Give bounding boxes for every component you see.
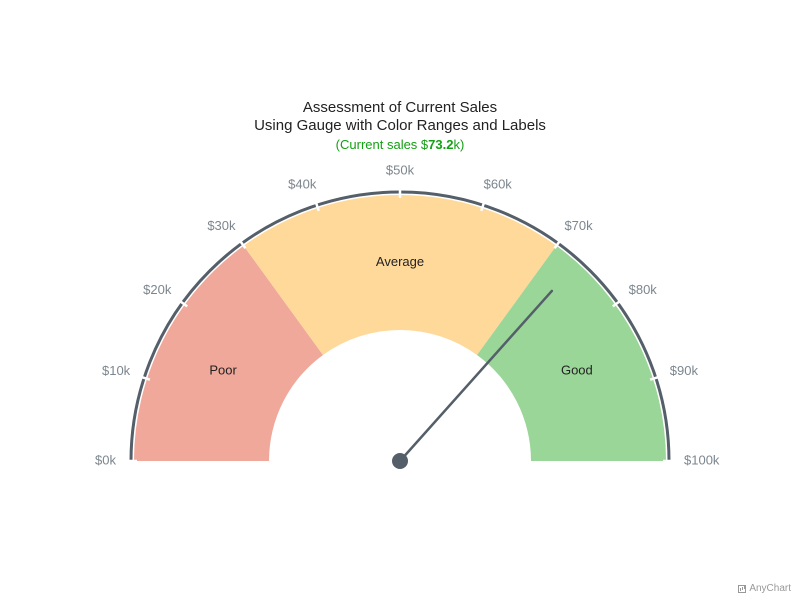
range-band-average [243,194,557,356]
gauge-tick-label-90: $90k [670,363,699,378]
current-sales-label: (Current sales $73.2k) [0,136,800,153]
gauge-tick-label-50: $50k [386,162,415,177]
credit-text: AnyChart [749,583,791,594]
gauge-tick-label-20: $20k [143,282,172,297]
current-sales-value: 73.2 [428,137,454,152]
range-band-good [476,245,666,461]
chart-title: Assessment of Current Sales [302,99,498,116]
gauge-tick-80 [612,298,624,308]
gauge-tick-20 [176,298,188,308]
gauge-needle [398,289,554,463]
gauge-tick-label-60: $60k [484,177,513,192]
gauge-tick-label-100: $100k [684,452,720,467]
gauge-tick-70 [553,237,563,249]
range-label-poor: Poor [209,362,237,377]
gauge-tick-60 [480,199,487,212]
current-sales-prefix: (Current sales $ [335,137,429,152]
range-band-poor [134,245,324,461]
gauge-tick-label-10: $10k [102,363,131,378]
gauge-tick-40 [313,199,320,212]
gauge-tick-label-30: $30k [207,218,236,233]
gauge-tick-30 [237,237,247,249]
range-label-good: Good [561,362,593,377]
gauge-tick-label-0: $0k [95,452,116,467]
gauge-needle-cap [392,453,408,469]
gauge-tick-label-70: $70k [564,218,593,233]
chart-logo-icon [738,584,747,593]
chart-title-block: Assessment of Current Sales Using Gauge … [0,99,800,153]
gauge-tick-90 [649,374,662,381]
current-sales-suffix: k) [453,137,465,152]
gauge-tick-label-80: $80k [629,282,658,297]
gauge-tick-label-40: $40k [288,177,317,192]
range-label-average: Average [376,254,424,269]
chart-subtitle: Using Gauge with Color Ranges and Labels [254,117,546,134]
gauge-tick-10 [138,374,151,381]
anychart-credit[interactable]: AnyChart [738,583,791,594]
